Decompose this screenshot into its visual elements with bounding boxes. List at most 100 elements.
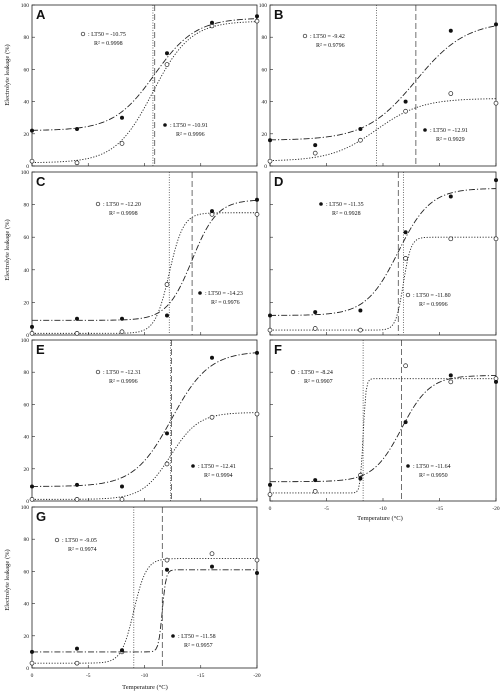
data-point-open <box>74 160 80 166</box>
legend-marker-open <box>95 369 101 375</box>
y-tick-label: 60 <box>24 67 30 73</box>
legend-marker-filled <box>423 128 427 132</box>
fit-curve-filled <box>270 188 497 316</box>
lt50-annotation: : LT50 = -11.35 <box>326 202 364 208</box>
data-point-open <box>358 327 363 333</box>
data-point-filled <box>494 22 498 27</box>
data-point-filled <box>165 431 169 436</box>
data-point-open <box>29 331 35 336</box>
y-axis-label-top: Electrolyte leakage (%) <box>4 44 11 105</box>
y-tick-label: 80 <box>24 35 30 41</box>
y-tick-label: 60 <box>24 569 30 575</box>
r2-annotation: R² = 0.9998 <box>94 41 123 47</box>
data-point-filled <box>120 484 124 489</box>
y-tick-label: 20 <box>24 467 30 473</box>
y-tick-label: 80 <box>24 537 30 543</box>
fit-curve-filled <box>269 25 497 141</box>
fit-curve-filled <box>270 375 497 483</box>
data-point-open <box>254 18 260 24</box>
data-point-open <box>403 256 408 261</box>
x-tick-label: -5 <box>86 673 91 679</box>
data-point-filled <box>448 28 453 33</box>
y-tick-label: 40 <box>24 602 30 608</box>
r2-annotation: R² = 0.9994 <box>204 473 233 479</box>
r2-annotation: R² = 0.9996 <box>419 302 448 308</box>
legend-marker-filled <box>171 634 175 638</box>
data-point-filled <box>403 230 408 235</box>
data-point-filled <box>210 209 214 214</box>
data-point-filled <box>30 649 34 654</box>
data-point-filled <box>313 310 318 315</box>
y-tick-label: 0 <box>26 333 29 339</box>
data-point-filled <box>255 197 259 202</box>
y-tick-label: 20 <box>24 634 30 640</box>
r2-annotation: R² = 0.9950 <box>419 473 448 479</box>
fit-curve-open <box>32 558 257 664</box>
lt50-annotation: : LT50 = -11.80 <box>413 293 451 299</box>
fit-curve-open <box>270 378 496 494</box>
data-point-open <box>29 497 35 502</box>
y-tick-label: 60 <box>24 235 30 241</box>
data-point-filled <box>403 99 408 104</box>
y-axis-label-mid: Electrolyte leakage (%) <box>4 219 11 280</box>
data-point-open <box>403 363 408 369</box>
x-tick-label: -10 <box>379 506 387 512</box>
y-tick-label: 20 <box>24 300 30 306</box>
data-point-filled <box>255 350 259 355</box>
lt50-annotation: : LT50 = -11.64 <box>413 464 451 470</box>
fit-curve-open <box>270 236 496 331</box>
data-point-filled <box>358 308 363 313</box>
plot-frame <box>31 171 258 336</box>
data-point-open <box>29 660 35 666</box>
data-point-filled <box>358 476 363 481</box>
y-tick-label: 20 <box>24 132 30 138</box>
data-point-filled <box>313 143 318 148</box>
y-tick-label: 40 <box>24 268 30 274</box>
plot-frame <box>269 171 497 336</box>
x-axis-label-left: Temperature (°C) <box>122 684 168 691</box>
y-tick-label: 0 <box>264 164 267 170</box>
legend-marker-open <box>54 537 60 543</box>
data-point-open <box>254 212 260 217</box>
data-point-open <box>448 379 454 385</box>
chart-panel-f: F 0 -5 -10 -15 -20: LT50 = -8.24 R² = 0.9907: … <box>267 339 500 512</box>
data-point-filled <box>403 420 408 425</box>
data-point-open <box>74 497 80 502</box>
x-tick-label: -10 <box>141 673 149 679</box>
fit-curve-open <box>31 412 258 500</box>
y-tick-label: 100 <box>21 338 30 344</box>
y-tick-label: 100 <box>21 170 30 176</box>
data-point-filled <box>120 648 124 653</box>
y-tick-label: 100 <box>21 3 30 9</box>
data-point-filled <box>313 478 318 483</box>
plot-frame <box>31 4 258 167</box>
data-point-open <box>209 414 215 420</box>
legend-marker-filled <box>198 291 202 295</box>
chart-panel-d: D: LT50 = -11.35 R² = 0.9928: LT50 = -11.… <box>267 171 499 336</box>
legend-marker-open <box>290 369 296 375</box>
lt50-annotation: : LT50 = -12.31 <box>103 370 141 376</box>
chart-panel-a: A 0 20 40 60 80 100: LT50 = -10.75 R² = 0.9998:… <box>21 3 260 170</box>
y-tick-label: 40 <box>24 435 30 441</box>
chart-panel-b: B 0 20 40 60 80 100: LT50 = -9.42 R² = 0.9796: … <box>259 3 499 170</box>
lt50-annotation: : LT50 = -9.42 <box>310 34 345 40</box>
y-tick-label: 60 <box>262 67 268 73</box>
lt50-annotation: : LT50 = -12.41 <box>198 464 236 470</box>
x-tick-label: -15 <box>436 506 444 512</box>
x-tick-label: -20 <box>492 506 500 512</box>
data-point-filled <box>494 379 498 384</box>
y-tick-label: 100 <box>21 505 30 511</box>
x-axis-label-right: Temperature (°C) <box>357 515 403 522</box>
y-tick-label: 60 <box>24 402 30 408</box>
data-point-filled <box>30 324 34 329</box>
data-point-open <box>119 141 125 146</box>
panel-letter: E <box>36 342 45 357</box>
data-point-open <box>119 497 125 502</box>
data-point-filled <box>448 194 453 199</box>
r2-annotation: R² = 0.9957 <box>184 643 213 649</box>
data-point-open <box>493 236 499 242</box>
fit-curve-open <box>32 212 257 334</box>
x-tick-label: 0 <box>269 506 272 512</box>
data-point-open <box>254 557 260 563</box>
data-point-filled <box>210 355 214 360</box>
